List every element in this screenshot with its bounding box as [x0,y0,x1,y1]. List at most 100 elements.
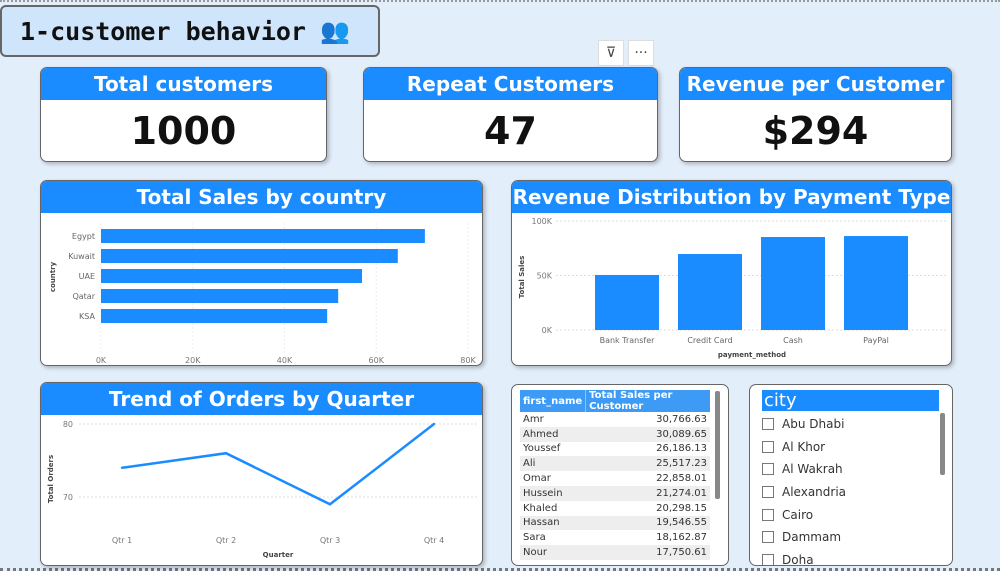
column-header-total-sales[interactable]: Total Sales per Customer [585,390,710,412]
bar [595,274,659,330]
cell-total-sales: 25,517.23 [585,456,710,472]
filter-icon[interactable]: ⊽ [598,40,624,66]
bar [101,289,339,303]
table-row[interactable]: Sara 18,162.87 [520,530,710,545]
table-row[interactable]: Amr 30,766.63 [520,412,710,427]
checkbox[interactable] [762,463,774,476]
cell-total-sales: 21,274.01 [585,485,710,501]
x-tick-label: Bank Transfer [600,336,656,345]
checkbox[interactable] [762,418,774,431]
cell-total-sales: 18,162.87 [656,532,707,544]
cell-first-name: Khaled [523,502,558,514]
bar [101,269,363,283]
checkbox[interactable] [762,531,774,544]
table-row[interactable]: Hussein 21,274.01 [520,485,710,501]
slicer-item[interactable]: Al Wakrah [762,458,940,481]
customer-sales-table: first_name Total Sales per Customer Amr 3… [511,384,729,566]
data-point [224,452,228,455]
kpi-repeat-customers: Repeat Customers 47 [363,67,658,162]
y-tick-label: Egypt [72,232,95,241]
page-title-box: 1-customer behavior 👥 [0,5,380,57]
slicer-item[interactable]: Doha [762,549,940,565]
kpi-label: Total customers [41,68,326,100]
y-tick-label: 50K [537,272,553,281]
checkbox[interactable] [762,486,774,499]
x-tick-label: Qtr 3 [320,536,340,545]
bar [761,237,825,330]
cell-total-sales: 30,766.63 [656,413,707,425]
slicer-item[interactable]: Alexandria [762,481,940,504]
slicer-item-label: Dammam [782,530,842,545]
table-row[interactable]: Khaled 20,298.15 [520,501,710,516]
x-tick-label: 0K [96,356,107,365]
bar-chart: 0K20K40K60K80KEgyptKuwaitUAEQatarKSATota… [49,223,476,365]
payment-type-chart: Revenue Distribution by Payment Type 0K 5… [511,180,952,366]
slicer-item[interactable]: Dammam [762,526,940,549]
bar [101,229,425,243]
y-tick-label: 0K [542,326,553,335]
table-scrollbar[interactable] [715,391,720,499]
cell-total-sales: 19,546.55 [585,515,710,531]
slicer-item-label: Alexandria [782,485,847,500]
y-tick-label: KSA [79,312,95,321]
line-chart: 70 80 Qtr 1 Qtr 2 Qtr 3 Qtr 4 Quarter Total Ord… [47,420,479,559]
x-tick-label: 20K [185,356,201,365]
x-axis-title: payment_method [718,351,786,359]
cell-total-sales: 30,089.65 [585,426,710,442]
bar [678,254,742,330]
cell-total-sales: 17,750.61 [585,545,710,560]
checkbox[interactable] [762,440,774,453]
chart-title: Revenue Distribution by Payment Type [512,181,951,213]
cell-first-name: Ahmed [520,426,586,442]
kpi-total-customers: Total customers 1000 [40,67,327,162]
slicer-item[interactable]: Cairo [762,503,940,526]
city-slicer: city Abu Dhabi Al Khor Al Wakrah Alexandria… [749,384,953,566]
table-row[interactable]: Hassan 19,546.55 [520,515,710,531]
data-point [328,503,332,506]
more-options-icon[interactable]: ··· [628,40,654,66]
kpi-value: 47 [484,109,537,153]
kpi-label: Repeat Customers [364,68,657,100]
chart-title: Trend of Orders by Quarter [41,383,482,415]
y-tick-label: Qatar [72,292,95,301]
chart-title: Total Sales by country [41,181,482,213]
y-tick-label: Kuwait [68,252,95,261]
cell-first-name: Ali [520,456,586,472]
x-tick-label: Cash [783,336,803,345]
x-tick-label: Qtr 2 [216,536,236,545]
column-header-first-name[interactable]: first_name [520,390,586,412]
cell-first-name: Nour [520,545,586,560]
x-tick-label: PayPal [863,336,889,345]
checkbox[interactable] [762,553,774,565]
table-row[interactable]: Ahmed 30,089.65 [520,426,710,442]
slicer-header: city [762,390,939,411]
y-tick-label: UAE [79,272,95,281]
cell-first-name: Hassan [520,515,586,531]
kpi-label: Revenue per Customer [680,68,951,100]
table-row[interactable]: Youssef 26,186.13 [520,442,710,457]
x-tick-label: 80K [460,356,476,365]
x-tick-label: Qtr 4 [424,536,444,545]
table-row[interactable]: Nour 17,750.61 [520,545,710,560]
cell-first-name: Sara [523,532,546,544]
table-row[interactable]: Omar 22,858.01 [520,471,710,486]
table-row[interactable]: Ali 25,517.23 [520,456,710,472]
data-point [120,466,124,469]
slicer-scrollbar[interactable] [940,413,945,475]
slicer-item-label: Al Khor [782,439,826,454]
slicer-item[interactable]: Al Khor [762,436,940,459]
y-axis-title: country [49,261,57,292]
y-tick-label: 100K [531,217,552,226]
slicer-item[interactable]: Abu Dhabi [762,413,940,436]
series-line [121,423,435,506]
x-tick-label: 40K [277,356,293,365]
x-tick-label: Credit Card [687,336,732,345]
slicer-item-label: Al Wakrah [782,462,843,477]
slicer-item-label: Cairo [782,507,814,522]
cell-first-name: Amr [523,413,544,425]
data-point [432,422,436,426]
x-tick-label: Qtr 1 [112,536,132,545]
y-tick-label: 70 [63,493,73,502]
checkbox[interactable] [762,508,774,521]
page-title: 1-customer behavior [20,16,306,46]
